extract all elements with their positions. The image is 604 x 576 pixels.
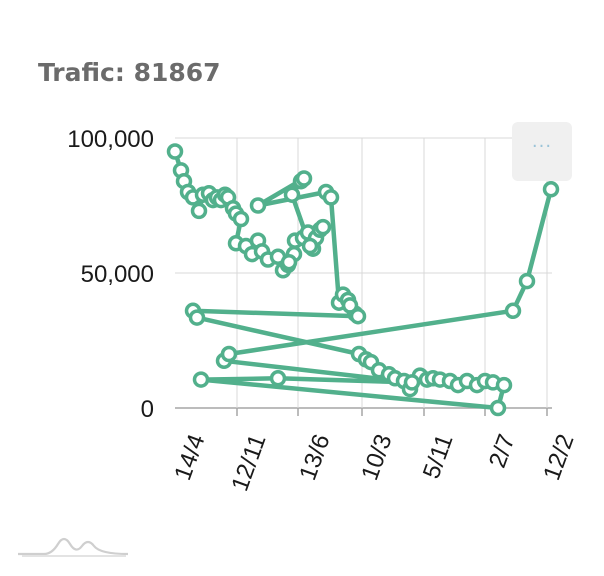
data-point	[314, 218, 332, 236]
mountain-logo-icon	[18, 537, 129, 557]
data-point	[489, 399, 507, 417]
data-point	[341, 297, 359, 314]
data-point	[280, 253, 298, 271]
ellipsis-icon: ···	[531, 136, 553, 157]
data-point	[504, 302, 522, 320]
data-point	[166, 143, 184, 160]
x-tick-label: 13/6	[294, 431, 335, 484]
x-tick-label: 12/2	[538, 431, 579, 484]
data-point	[232, 210, 250, 228]
chart-title: Trafic: 81867	[38, 58, 221, 87]
data-point	[301, 237, 319, 255]
data-point	[192, 371, 210, 388]
data-point	[188, 309, 206, 326]
data-point	[518, 272, 536, 290]
data-point	[269, 370, 287, 387]
data-point	[403, 374, 421, 391]
y-tick-label: 0	[141, 396, 154, 423]
x-tick-label: 10/3	[356, 431, 397, 484]
data-point	[295, 170, 313, 187]
data-point	[349, 307, 367, 325]
data-point	[495, 376, 513, 394]
x-tick-label: 5/11	[418, 431, 459, 482]
y-tick-label: 50,000	[81, 261, 154, 288]
x-tick-label: 14/4	[169, 431, 210, 484]
chart-menu-button[interactable]: ···	[512, 122, 572, 181]
data-point	[249, 197, 267, 214]
title-value: 81867	[133, 58, 221, 87]
data-point	[322, 189, 340, 206]
data-point	[542, 181, 560, 198]
data-point	[190, 202, 208, 220]
x-tick-label: 12/11	[226, 431, 271, 495]
data-point	[220, 345, 238, 363]
x-tick-label: 2/7	[484, 431, 521, 472]
y-tick-label: 100,000	[67, 126, 154, 153]
data-point	[283, 186, 301, 203]
title-prefix: Trafic:	[38, 58, 125, 87]
